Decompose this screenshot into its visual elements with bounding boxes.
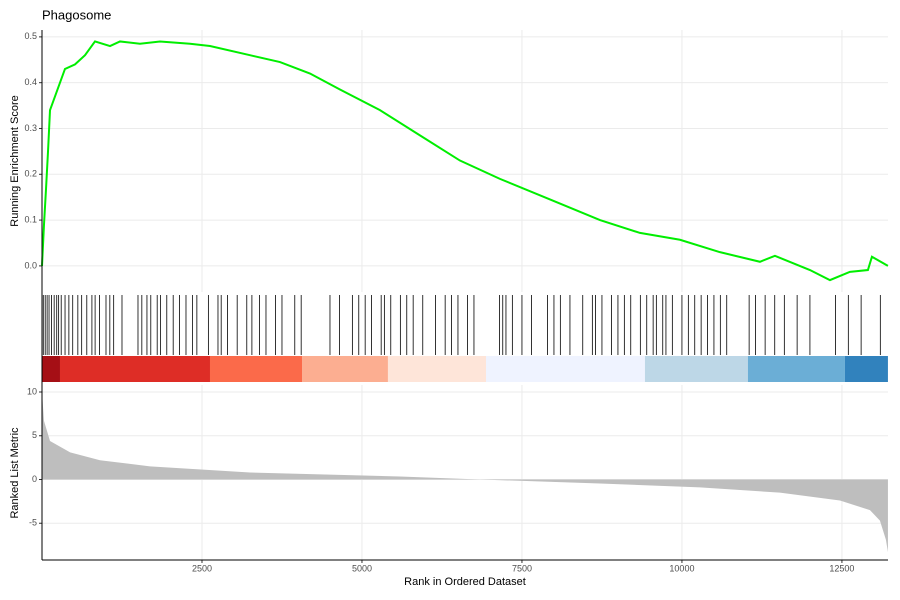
y-axis-title: Running Enrichment Score — [9, 95, 21, 226]
rank-band — [644, 356, 748, 382]
y-tick-label: -5 — [29, 518, 37, 528]
y-tick-label: 0.4 — [24, 77, 37, 87]
metric-area — [42, 392, 888, 553]
x-axis-title: Rank in Ordered Dataset — [404, 576, 526, 588]
y-axis-title: Ranked List Metric — [9, 427, 21, 519]
y-tick-label: 0.3 — [24, 123, 37, 133]
rank-band — [747, 356, 845, 382]
rank-band — [42, 356, 60, 382]
rank-band — [302, 356, 388, 382]
x-tick-label: 10000 — [669, 563, 694, 573]
y-tick-label: 0.5 — [24, 31, 37, 41]
y-tick-label: 0.1 — [24, 214, 37, 224]
rank-band — [209, 356, 303, 382]
x-tick-label: 7500 — [512, 563, 532, 573]
enrichment-line — [41, 40, 889, 282]
y-tick-label: 0.0 — [24, 260, 37, 270]
x-tick-label: 2500 — [192, 563, 212, 573]
chart-title: Phagosome — [42, 7, 111, 22]
x-tick-label: 12500 — [829, 563, 854, 573]
y-tick-label: 5 — [32, 430, 37, 440]
rank-band — [387, 356, 486, 382]
y-tick-label: 0.2 — [24, 169, 37, 179]
rank-band — [59, 356, 210, 382]
rank-band — [485, 356, 645, 382]
y-tick-label: 0 — [32, 474, 37, 484]
x-tick-label: 5000 — [352, 563, 372, 573]
rank-band — [844, 356, 888, 382]
y-tick-label: 10 — [27, 386, 37, 396]
